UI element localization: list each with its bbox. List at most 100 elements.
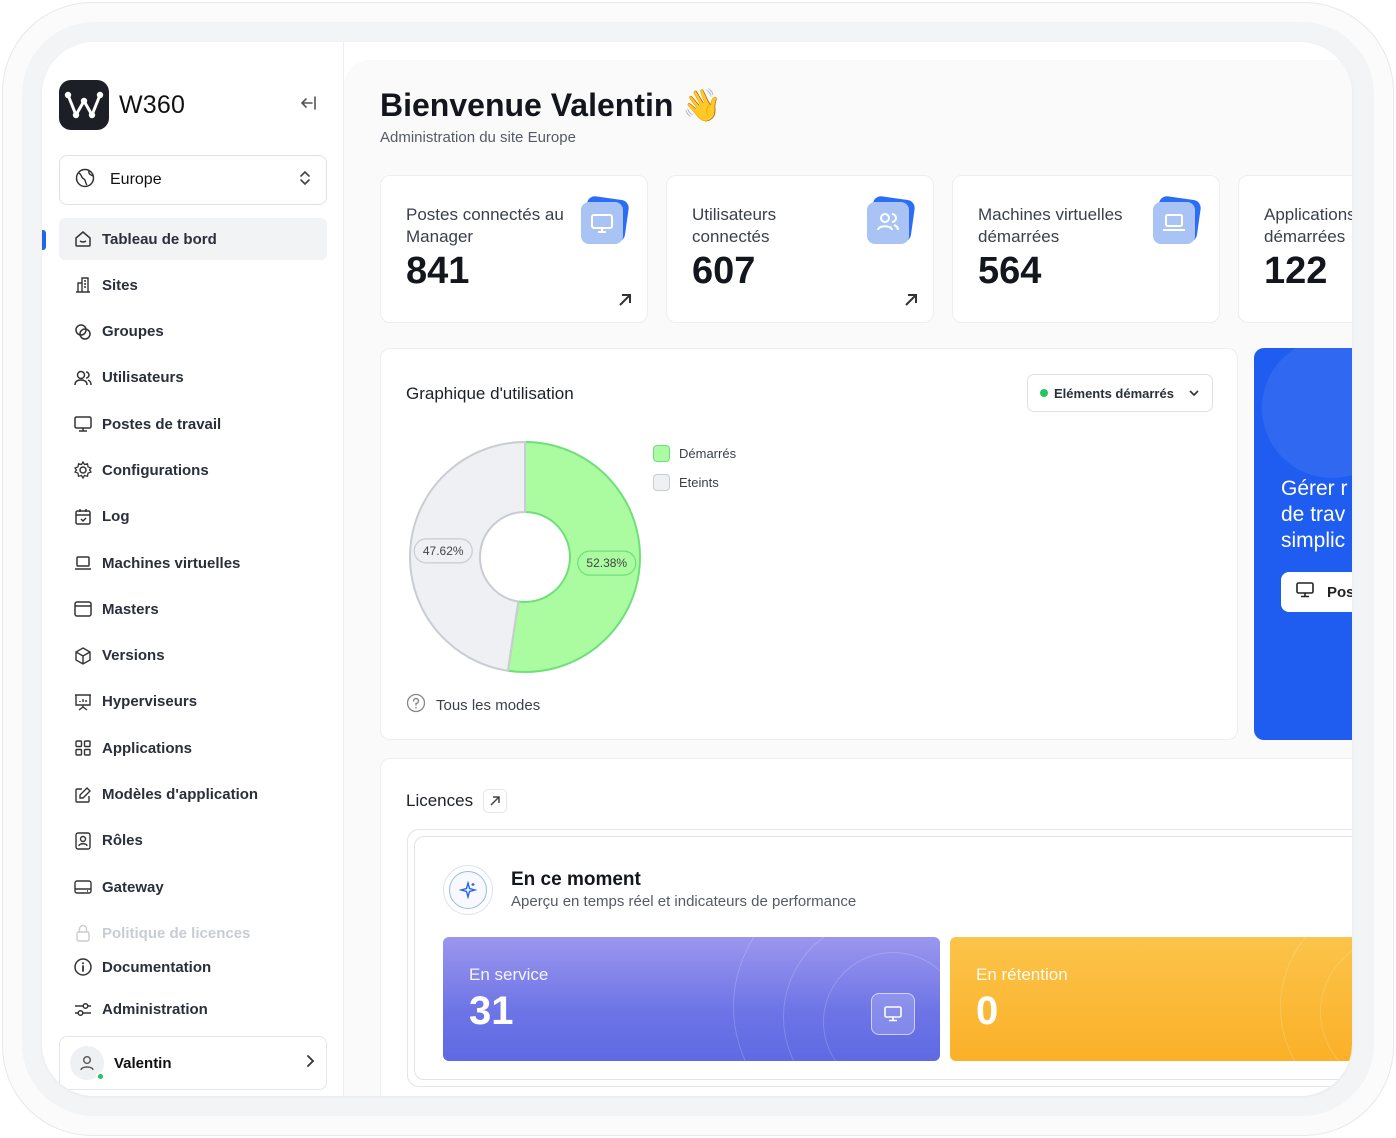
brand[interactable]: W360 xyxy=(59,80,185,130)
sidebar-item-label: Applications xyxy=(102,739,193,757)
presentation-icon xyxy=(72,691,94,713)
monitor-icon xyxy=(871,993,915,1035)
sidebar-item-hyperviseurs[interactable]: Hyperviseurs xyxy=(59,681,327,723)
gear-icon xyxy=(72,459,94,481)
drive-icon xyxy=(72,876,94,898)
online-status-dot xyxy=(96,1072,105,1081)
promo-button[interactable]: Pos xyxy=(1281,572,1352,612)
package-icon xyxy=(72,645,94,667)
sidebar-item-sites[interactable]: Sites xyxy=(59,264,327,306)
legend-swatch xyxy=(653,474,670,491)
sidebar-item-gateway[interactable]: Gateway xyxy=(59,866,327,908)
moment-subtitle: Aperçu en temps réel et indicateurs de p… xyxy=(511,893,857,910)
chart-footer-label: Tous les modes xyxy=(436,696,541,714)
decorative-circle xyxy=(1262,348,1352,478)
arrow-up-right-icon[interactable] xyxy=(617,292,633,313)
waving-hand-emoji: 👋 xyxy=(682,87,723,123)
page-title-text: Bienvenue Valentin xyxy=(380,87,674,123)
laptop-icon xyxy=(1151,196,1201,246)
users-icon xyxy=(865,196,915,246)
badge-icon xyxy=(72,830,94,852)
moment-panel: En ce moment Aperçu en temps réel et ind… xyxy=(407,829,1352,1087)
sidebar-item-machines-virtuelles[interactable]: Machines virtuelles xyxy=(59,542,327,584)
sidebar-item-label: Groupes xyxy=(102,323,164,341)
calendar-icon xyxy=(72,506,94,528)
stat-value: 122 xyxy=(1264,250,1328,292)
sidebar-item-label: Gateway xyxy=(102,878,164,896)
donut-slice-démarrés[interactable] xyxy=(506,440,641,673)
chart-filter-dropdown[interactable]: Eléments démarrés xyxy=(1027,374,1213,412)
sparkle-icon xyxy=(443,865,493,915)
edit-icon xyxy=(72,784,94,806)
sidebar-item-label: Administration xyxy=(102,1000,208,1018)
main-nav: Tableau de bord Sites Groupes Utilisateu… xyxy=(59,218,327,959)
collapse-sidebar-icon[interactable] xyxy=(298,94,322,114)
sidebar-item-log[interactable]: Log xyxy=(59,496,327,538)
svg-text:52.38%: 52.38% xyxy=(586,556,627,570)
sidebar-item-configurations[interactable]: Configurations xyxy=(59,449,327,491)
page-title: Bienvenue Valentin 👋 xyxy=(380,86,722,124)
legend-swatch xyxy=(653,445,670,462)
w360-logo xyxy=(59,80,109,130)
stat-card-machines[interactable]: Machines virtuelles démarrées 564 xyxy=(952,175,1220,323)
stat-value: 841 xyxy=(406,250,470,292)
sidebar-item-label: Postes de travail xyxy=(102,415,222,433)
status-dot xyxy=(1040,389,1048,397)
sidebar-item-roles[interactable]: Rôles xyxy=(59,820,327,862)
site-selector[interactable]: Europe xyxy=(59,155,327,205)
help-circle-icon[interactable] xyxy=(406,693,426,717)
kpi-card-en-retention[interactable]: En rétention 0 xyxy=(950,937,1352,1061)
kpi-label: En rétention xyxy=(976,965,1068,984)
promo-button-label: Pos xyxy=(1327,583,1352,601)
info-icon xyxy=(72,956,94,978)
sidebar-item-utilisateurs[interactable]: Utilisateurs xyxy=(59,357,327,399)
chevron-updown-icon xyxy=(298,169,312,192)
stat-card-applications[interactable]: Applications démarrées 122 xyxy=(1238,175,1352,323)
legend-item[interactable]: Démarrés xyxy=(653,445,736,462)
sidebar-item-label: Tableau de bord xyxy=(102,230,217,248)
sidebar-item-masters[interactable]: Masters xyxy=(59,588,327,630)
chart-legend: Démarrés Eteints xyxy=(653,445,736,503)
sidebar-item-politique-de-licences[interactable]: Politique de licences xyxy=(59,912,327,954)
sidebar-item-label: Versions xyxy=(102,647,165,665)
monitor-icon xyxy=(579,196,629,246)
stat-label: Utilisateurs connectés xyxy=(692,205,777,246)
sidebar-item-label: Masters xyxy=(102,600,159,618)
laptop-icon xyxy=(72,552,94,574)
sidebar-item-label: Politique de licences xyxy=(102,924,251,942)
active-indicator xyxy=(42,230,46,250)
sidebar-item-groupes[interactable]: Groupes xyxy=(59,311,327,353)
chevron-right-icon xyxy=(304,1054,316,1073)
arrow-up-right-icon[interactable] xyxy=(903,292,919,313)
sidebar-item-modeles-application[interactable]: Modèles d'application xyxy=(59,774,327,816)
sidebar-item-administration[interactable]: Administration xyxy=(59,990,327,1028)
sidebar-item-label: Configurations xyxy=(102,461,209,479)
kpi-card-en-service[interactable]: En service 31 xyxy=(443,937,940,1061)
sidebar-item-documentation[interactable]: Documentation xyxy=(59,948,327,986)
sidebar-item-label: Sites xyxy=(102,276,138,294)
groups-icon xyxy=(72,321,94,343)
sidebar-item-label: Hyperviseurs xyxy=(102,693,198,711)
promo-line: Gérer r xyxy=(1281,477,1348,500)
stat-card-utilisateurs[interactable]: Utilisateurs connectés 607 xyxy=(666,175,934,323)
user-menu[interactable]: Valentin xyxy=(59,1036,327,1090)
decorative-ring xyxy=(1280,937,1352,1061)
lock-icon xyxy=(72,922,94,944)
sidebar-item-applications[interactable]: Applications xyxy=(59,727,327,769)
decorative-ring xyxy=(733,937,940,1061)
external-link-icon[interactable] xyxy=(483,789,508,813)
stat-value: 607 xyxy=(692,250,756,292)
promo-card: Gérer r de trav simplic Pos xyxy=(1254,348,1352,740)
users-icon xyxy=(72,367,94,389)
legend-item[interactable]: Eteints xyxy=(653,474,736,491)
building-icon xyxy=(72,274,94,296)
stat-card-postes[interactable]: Postes connectés au Manager 841 xyxy=(380,175,648,323)
stat-label: Applications démarrées xyxy=(1264,205,1352,246)
sidebar-item-versions[interactable]: Versions xyxy=(59,635,327,677)
sidebar-item-tableau-de-bord[interactable]: Tableau de bord xyxy=(59,218,327,260)
main-content: Bienvenue Valentin 👋 Administration du s… xyxy=(344,60,1352,1096)
sidebar-item-postes-de-travail[interactable]: Postes de travail xyxy=(59,403,327,445)
globe-icon xyxy=(74,167,96,194)
page-subtitle: Administration du site Europe xyxy=(380,129,576,146)
sidebar-item-label: Modèles d'application xyxy=(102,786,259,804)
